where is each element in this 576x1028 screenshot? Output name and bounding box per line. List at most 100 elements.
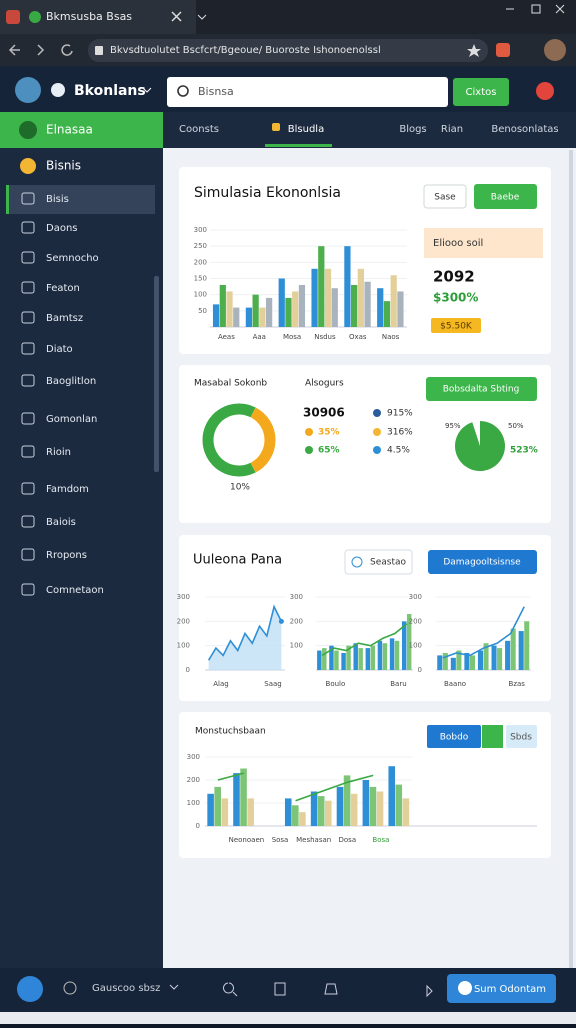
bar (341, 652, 346, 670)
header-button-label: Cixtos (466, 87, 497, 98)
bar (402, 798, 410, 826)
bar (390, 275, 397, 327)
y-tick-label: 50 (198, 307, 207, 315)
bottom-button[interactable] (447, 974, 556, 1003)
tab-bar (163, 112, 576, 148)
extension[interactable] (496, 43, 510, 57)
button[interactable] (344, 549, 413, 575)
x-tick-label: Meshasan (296, 836, 331, 844)
x-tick-label: Neonoaen (229, 836, 265, 844)
nav-item: Baoglitlon (46, 376, 96, 387)
bar (298, 284, 306, 327)
legend-value: 316% (387, 428, 413, 438)
card (179, 365, 551, 523)
legend-value: 4.5% (387, 446, 410, 456)
nav-item: Diato (46, 344, 73, 355)
button[interactable] (428, 550, 537, 574)
url-bar[interactable] (88, 39, 488, 62)
y-tick-label: 100 (187, 799, 200, 807)
area (208, 606, 282, 670)
nav-icon (21, 515, 35, 528)
button[interactable] (427, 725, 481, 748)
pie-slice (455, 421, 505, 471)
button[interactable] (423, 184, 467, 209)
sidebar-scroll[interactable] (154, 276, 159, 472)
button[interactable] (482, 725, 503, 748)
bar (299, 812, 306, 826)
window-controls[interactable] (506, 4, 565, 14)
total: 30906 (303, 406, 345, 420)
profile[interactable] (544, 39, 566, 61)
card-title: Monstuchsbaan (195, 727, 266, 737)
legend-dot (305, 428, 313, 436)
status: Gauscoo sbsz (92, 983, 160, 994)
bottom-button-label: Sum Odontam (474, 984, 546, 995)
notification[interactable] (536, 82, 554, 100)
y-tick-label: 200 (290, 617, 303, 625)
bar (343, 775, 351, 826)
x-tick-label: Naos (382, 333, 400, 341)
bar (351, 284, 358, 327)
content-scroll[interactable] (569, 150, 573, 968)
nav-icon (21, 342, 35, 355)
home-button[interactable] (17, 976, 43, 1002)
brand: Bkonlans (74, 83, 146, 99)
nav-item: Bamtsz (46, 313, 83, 324)
line (207, 604, 283, 661)
bar (491, 645, 497, 670)
panel-change: $300% (433, 291, 478, 305)
bar (395, 784, 403, 826)
avatar[interactable] (15, 77, 41, 103)
bar (334, 650, 339, 670)
nav-item: Famdom (46, 484, 89, 495)
legend-dot (373, 428, 381, 436)
sidebar-highlight[interactable] (6, 185, 155, 214)
nav-icon (21, 482, 35, 495)
x-tick-label: Alag (213, 680, 228, 688)
tab-close[interactable] (171, 11, 182, 22)
brand-icon (51, 83, 65, 97)
button-label: Baebe (491, 193, 520, 203)
button[interactable] (426, 377, 537, 401)
active-icon (19, 121, 37, 139)
brand-menu[interactable] (142, 87, 152, 93)
panel-value: 2092 (433, 268, 475, 286)
badge-label: $5.50K (440, 322, 473, 332)
y-tick-label: 300 (409, 593, 422, 601)
badge (431, 318, 481, 333)
button[interactable] (474, 184, 537, 209)
button-label: Damagooltsisnse (443, 558, 521, 568)
y-tick-label: 150 (194, 275, 207, 283)
y-tick-label: 200 (187, 776, 200, 784)
sidebar-section: Bisnis (46, 159, 81, 173)
x-tick-label: Bzas (509, 680, 526, 688)
page-footer (0, 1012, 576, 1024)
search-box[interactable] (167, 77, 448, 107)
tab-label: Benosonlatas (491, 124, 558, 135)
tab-label: Rian (441, 124, 463, 135)
bottom-icons[interactable] (169, 982, 433, 998)
bar (233, 773, 240, 826)
nav-icon (21, 251, 35, 264)
button[interactable] (506, 725, 537, 748)
bar (331, 288, 338, 327)
legend-value: 915% (387, 409, 413, 419)
tab-icon (29, 11, 41, 23)
nav-item: Daons (46, 223, 78, 234)
legend-value: 65% (318, 446, 340, 456)
bookmark-star[interactable] (467, 44, 481, 57)
y-tick-label: 200 (409, 617, 422, 625)
button-label: Sase (434, 193, 456, 203)
tab-menu[interactable] (197, 14, 207, 20)
sidebar (0, 112, 163, 968)
bar (285, 297, 292, 327)
x-tick-label: Nsdus (314, 333, 336, 341)
bar (247, 798, 254, 826)
x-tick-label: Aaa (253, 333, 266, 341)
nav-buttons[interactable] (8, 44, 73, 56)
bar (401, 621, 407, 670)
header-button[interactable] (453, 78, 509, 106)
bar (505, 640, 511, 670)
bar (318, 246, 325, 327)
